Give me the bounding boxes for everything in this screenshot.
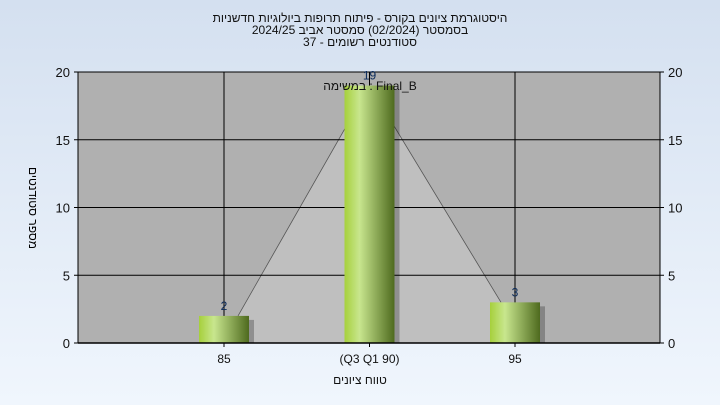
x-tick-label: 85 bbox=[217, 352, 231, 366]
bar-value-label: 19 bbox=[363, 69, 377, 83]
bar bbox=[490, 302, 540, 343]
x-tick-label: (Q3 Q1 90) bbox=[339, 352, 399, 366]
annotation: במשימה : Final_B bbox=[323, 79, 417, 93]
chart-title-line-1: היסטוגרמת ציונים בקורס - פיתוח תרופות בי… bbox=[212, 11, 508, 25]
bar-value-label: 2 bbox=[221, 299, 228, 313]
y-tick-label-left: 10 bbox=[56, 201, 70, 216]
chart-title-line-2: בסמסטר (02/2024) סמסטר אביב 2024/25 bbox=[251, 23, 469, 37]
bar-value-label: 3 bbox=[512, 285, 519, 299]
y-tick-label-left: 0 bbox=[63, 336, 70, 351]
x-axis-label: טווח ציונים bbox=[333, 373, 387, 387]
y-tick-label-right: 10 bbox=[668, 201, 682, 216]
chart-title-line-3: סטודנטים רשומים - 37 bbox=[303, 35, 417, 49]
x-tick-label: 95 bbox=[508, 352, 522, 366]
bar bbox=[344, 85, 395, 344]
y-tick-label-right: 5 bbox=[668, 268, 675, 283]
y-tick-label-right: 0 bbox=[668, 336, 675, 351]
y-tick-label-right: 20 bbox=[668, 65, 682, 80]
y-tick-label-left: 20 bbox=[56, 65, 70, 80]
y-tick-label-left: 5 bbox=[63, 268, 70, 283]
y-axis-label: מספר סטודנטים bbox=[26, 166, 40, 250]
y-tick-label-left: 15 bbox=[56, 133, 70, 148]
y-tick-label-right: 15 bbox=[668, 133, 682, 148]
bar bbox=[199, 315, 249, 343]
